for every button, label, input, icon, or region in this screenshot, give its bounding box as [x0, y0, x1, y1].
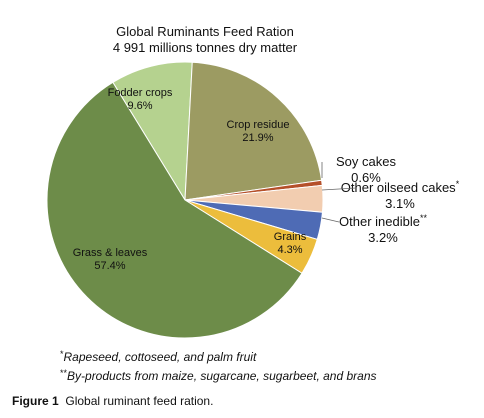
footnote-inedible: **By-products from maize, sugarcane, sug…	[60, 368, 377, 383]
slice-grass-leaves	[46, 81, 303, 339]
footnote-marker: *	[60, 349, 64, 359]
slice-label-fodder-crops: Fodder crops	[108, 87, 173, 99]
slice-value-grains: 4.3%	[277, 244, 302, 256]
footnote-oilseed: *Rapeseed, cottoseed, and palm fruit	[60, 349, 256, 364]
leader-line-other-inedible	[321, 217, 340, 223]
slice-value-other-inedible: 3.2%	[368, 230, 398, 245]
slice-label-grass-leaves: Grass & leaves	[73, 247, 148, 259]
chart-title: Global Ruminants Feed Ration	[116, 24, 294, 39]
slice-value-soy-cakes: 0.6%	[351, 170, 381, 185]
slice-label-grains: Grains	[274, 231, 307, 243]
slice-value-other-oilseed-cakes: 3.1%	[385, 196, 415, 211]
slice-value-grass-leaves: 57.4%	[94, 260, 125, 272]
slice-fodder-crops	[112, 61, 193, 202]
leader-line-other-oilseed-cakes	[321, 187, 357, 191]
footnote-text: Rapeseed, cottoseed, and palm fruit	[63, 350, 257, 364]
slice-label-soy-cakes: Soy cakes	[336, 154, 396, 169]
slice-value-crop-residue: 21.9%	[242, 132, 273, 144]
footnote-text: By-products from maize, sugarcane, sugar…	[67, 369, 377, 383]
slice-label-crop-residue: Crop residue	[227, 119, 290, 131]
slice-label-other-oilseed-cakes: Other oilseed cakes*	[341, 179, 460, 195]
figure-label: Figure 1	[12, 394, 59, 408]
slice-crop-residue	[184, 61, 323, 201]
footnote-marker: **	[60, 368, 68, 378]
figure-caption-text: Global ruminant feed ration.	[65, 394, 214, 408]
figure-caption: Figure 1 Global ruminant feed ration.	[12, 394, 213, 408]
slice-value-fodder-crops: 9.6%	[127, 100, 152, 112]
chart-subtitle: 4 991 millions tonnes dry matter	[112, 40, 298, 55]
slice-label-other-inedible: Other inedible**	[339, 213, 427, 229]
